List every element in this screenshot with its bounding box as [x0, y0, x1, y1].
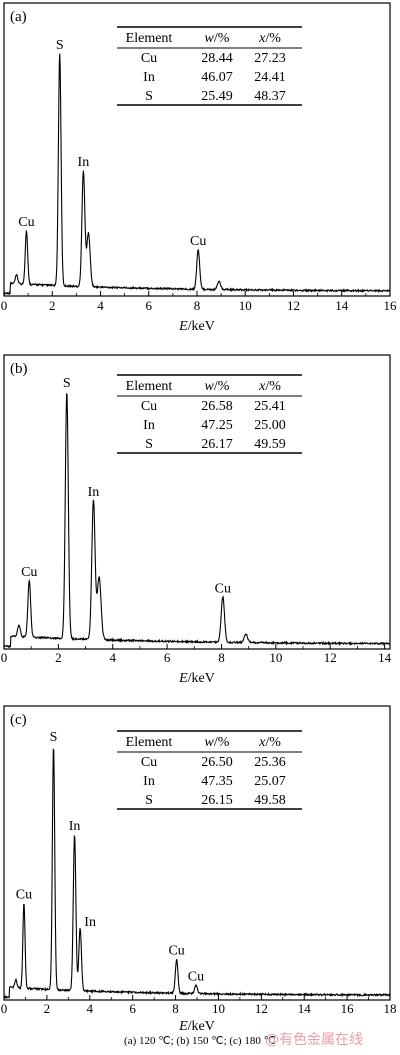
table-cell: 46.07: [201, 70, 233, 85]
panel-label: (a): [10, 9, 27, 25]
peak-label: In: [69, 819, 81, 834]
table-cell: 28.44: [201, 51, 233, 66]
x-tick-label: 4: [97, 298, 104, 313]
table-cell: 25.49: [201, 89, 233, 104]
table-cell: 25.41: [254, 399, 286, 414]
spectrum-line: [3, 53, 391, 296]
peak-label: Cu: [168, 944, 184, 959]
table-header-cell: w/%: [205, 379, 230, 394]
panel-label: (b): [10, 361, 28, 377]
x-tick-label: 14: [335, 298, 349, 313]
spectrum-line: [3, 393, 391, 649]
table-header-cell: Element: [126, 379, 173, 394]
table-cell: S: [145, 89, 153, 104]
table-cell: 49.59: [254, 437, 286, 452]
table-header-cell: w/%: [205, 735, 230, 750]
x-tick-label: 10: [239, 298, 252, 313]
x-tick-label: 16: [384, 298, 398, 313]
peak-label: Cu: [18, 215, 34, 230]
x-tick-label: 18: [384, 1001, 397, 1016]
x-tick-label: 8: [172, 1001, 179, 1016]
table-header-cell: x/%: [258, 31, 281, 46]
table-header-cell: w/%: [205, 31, 230, 46]
table-cell: 24.41: [254, 70, 286, 85]
x-axis-label: E/keV: [178, 319, 215, 334]
table-cell: Cu: [141, 51, 157, 66]
x-tick-label: 6: [129, 1001, 136, 1016]
plot-frame: [3, 354, 391, 650]
plot-frame: [3, 705, 391, 1001]
table-cell: 25.36: [254, 755, 286, 770]
table-cell: 26.58: [201, 399, 233, 414]
chart-panel-1: 0 2 4 6 8 10 12 14 16 E/keV (a) Cu S In Cu Element w/% x/…: [1, 2, 398, 334]
peak-label: S: [56, 38, 64, 53]
peak-label: In: [84, 915, 96, 930]
x-tick-label: 8: [194, 298, 201, 313]
chart-panel-2: 0 2 4 6 8 10 12 14 E/keV (b) Cu S In Cu Element w/% x/% C…: [1, 354, 392, 686]
x-tick-label: 4: [109, 650, 116, 665]
table-cell: 49.58: [254, 793, 286, 808]
peak-label: In: [88, 485, 100, 500]
panel-label: (c): [10, 712, 27, 728]
table-cell: 26.15: [201, 793, 233, 808]
table-cell: 25.07: [254, 774, 286, 789]
x-tick-label: 0: [1, 650, 8, 665]
table-cell: 47.25: [201, 418, 233, 433]
peak-label: S: [63, 376, 71, 391]
x-tick-label: 2: [44, 1001, 51, 1016]
x-tick-label: 14: [378, 650, 392, 665]
x-tick-label: 10: [212, 1001, 225, 1016]
table-cell: 47.35: [201, 774, 233, 789]
table-cell: In: [143, 774, 155, 789]
x-tick-label: 10: [269, 650, 282, 665]
x-tick-label: 4: [87, 1001, 94, 1016]
table-cell: 26.50: [201, 755, 233, 770]
x-tick-label: 0: [1, 1001, 8, 1016]
peak-label: Cu: [190, 234, 206, 249]
x-tick-label: 0: [1, 298, 8, 313]
table-header-cell: x/%: [258, 735, 281, 750]
x-tick-label: 12: [255, 1001, 268, 1016]
watermark-text: @有色金属在线: [265, 1032, 363, 1048]
table-header-cell: x/%: [258, 379, 281, 394]
x-tick-label: 8: [218, 650, 225, 665]
peak-label: Cu: [215, 581, 231, 596]
x-tick-label: 16: [341, 1001, 355, 1016]
peak-label: Cu: [188, 970, 204, 985]
peak-label: S: [50, 730, 58, 745]
table-cell: S: [145, 437, 153, 452]
spectrum-line: [3, 748, 391, 999]
figure-caption: (a) 120 ℃; (b) 150 ℃; (c) 180 ℃: [124, 1035, 276, 1047]
table-cell: 27.23: [254, 51, 286, 66]
x-tick-label: 6: [164, 650, 171, 665]
x-tick-label: 14: [298, 1001, 312, 1016]
chart-panel-3: 0 2 4 6 8 10 12 14 16 18 E/keV (c) Cu S In In Cu Cu Elemen…: [1, 705, 397, 1034]
peak-label: Cu: [21, 565, 37, 580]
x-tick-label: 2: [49, 298, 56, 313]
table-header-cell: Element: [126, 735, 173, 750]
x-axis-label: E/keV: [178, 671, 215, 686]
peak-label: Cu: [16, 888, 32, 903]
table-cell: Cu: [141, 399, 157, 414]
table-cell: Cu: [141, 755, 157, 770]
table-cell: In: [143, 418, 155, 433]
table-cell: 48.37: [254, 89, 286, 104]
x-tick-label: 12: [287, 298, 300, 313]
table-cell: In: [143, 70, 155, 85]
x-tick-label: 2: [55, 650, 62, 665]
table-cell: S: [145, 793, 153, 808]
x-tick-label: 6: [146, 298, 153, 313]
peak-label: In: [78, 155, 90, 170]
table-cell: 25.00: [254, 418, 286, 433]
table-header-cell: Element: [126, 31, 173, 46]
x-tick-label: 12: [324, 650, 337, 665]
table-cell: 26.17: [201, 437, 233, 452]
x-axis-label: E/keV: [178, 1019, 215, 1034]
